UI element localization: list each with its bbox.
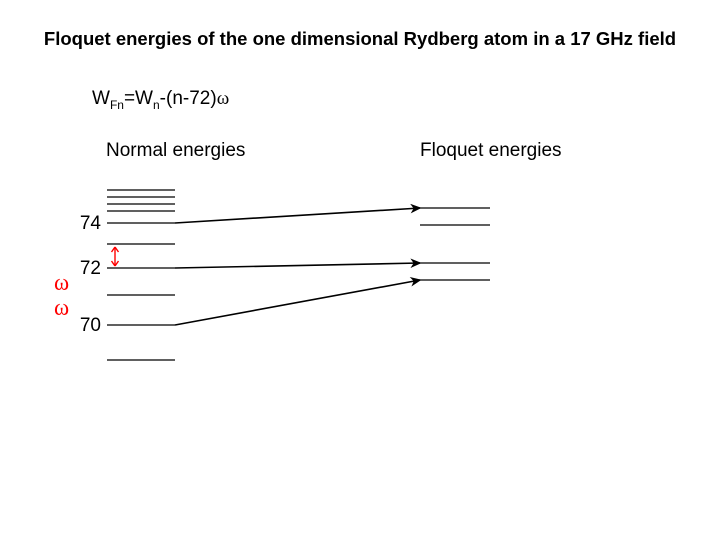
omega-symbol-upper: ω: [54, 270, 69, 296]
formula-eqW: =W: [124, 88, 153, 109]
formula-omega: ω: [217, 88, 230, 109]
omega-symbol-lower: ω: [54, 295, 69, 321]
formula-W: W: [92, 88, 110, 109]
formula-sub-Fn: Fn: [110, 98, 124, 112]
page-title: Floquet energies of the one dimensional …: [0, 28, 720, 50]
diagram-svg: [0, 0, 720, 540]
header-normal-energies: Normal energies: [106, 140, 245, 162]
header-floquet-energies: Floquet energies: [420, 140, 562, 162]
formula-sub-n: n: [153, 98, 160, 112]
formula: WFn=Wn-(n-72)ω: [92, 88, 229, 112]
level-label-74: 74: [73, 213, 101, 235]
diagram-stage: { "title": "Floquet energies of the one …: [0, 0, 720, 540]
level-label-72: 72: [73, 258, 101, 280]
formula-rest: -(n-72): [160, 88, 217, 109]
level-label-70: 70: [73, 315, 101, 337]
